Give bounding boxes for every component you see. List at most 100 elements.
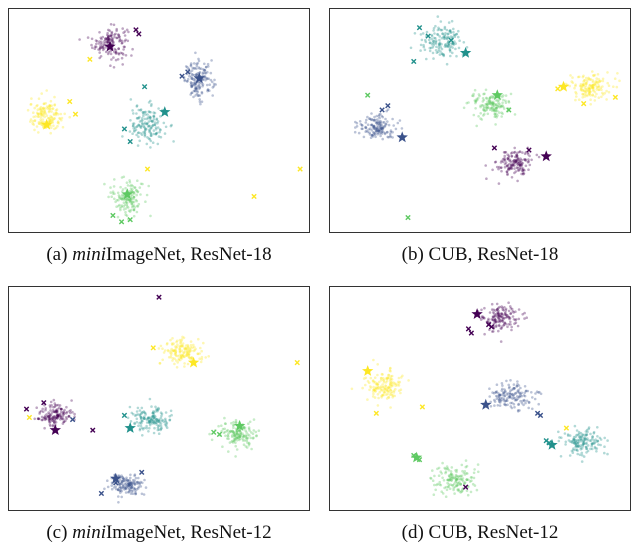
query-point	[421, 39, 424, 42]
query-point	[71, 411, 74, 414]
query-point	[110, 32, 113, 35]
query-point	[202, 83, 205, 86]
query-point	[159, 115, 162, 118]
query-point	[148, 101, 151, 104]
query-point	[152, 115, 155, 118]
query-point	[480, 309, 483, 312]
query-point	[477, 471, 480, 474]
query-point	[110, 23, 113, 26]
query-point	[176, 346, 179, 349]
query-point	[141, 482, 144, 485]
support-point	[374, 411, 378, 415]
query-point	[124, 211, 127, 214]
query-point	[603, 452, 606, 455]
query-point	[169, 339, 172, 342]
query-point	[223, 432, 226, 435]
prototype-star	[362, 365, 373, 376]
query-cluster-c2	[127, 398, 173, 437]
support-point	[564, 426, 568, 430]
query-point	[602, 93, 605, 96]
query-point	[510, 307, 513, 310]
query-point	[201, 92, 204, 95]
query-point	[236, 448, 239, 451]
query-point	[376, 126, 379, 129]
query-point	[462, 480, 465, 483]
query-point	[512, 310, 515, 313]
prototype-star	[397, 131, 408, 142]
query-point	[129, 474, 132, 477]
query-point	[457, 30, 460, 33]
query-point	[157, 107, 160, 110]
query-point	[375, 115, 378, 118]
query-point	[489, 311, 492, 314]
query-point	[575, 434, 578, 437]
query-point	[32, 111, 35, 114]
query-point	[133, 196, 136, 199]
query-point	[105, 41, 108, 44]
query-point	[243, 434, 246, 437]
query-point	[51, 116, 54, 119]
query-point	[510, 326, 513, 329]
query-point	[588, 92, 591, 95]
query-point	[520, 167, 523, 170]
query-point	[153, 421, 156, 424]
query-point	[217, 425, 220, 428]
query-point	[137, 407, 140, 410]
caption-b-letter: (b)	[402, 244, 424, 265]
query-point	[521, 151, 524, 154]
query-point	[69, 409, 72, 412]
query-point	[489, 401, 492, 404]
query-point	[157, 420, 160, 423]
query-point	[572, 81, 575, 84]
query-point	[374, 136, 377, 139]
query-point	[110, 35, 113, 38]
query-point	[115, 485, 118, 488]
query-point	[490, 405, 493, 408]
query-point	[516, 391, 519, 394]
query-point	[407, 379, 410, 382]
query-point	[124, 39, 127, 42]
query-cluster-c4	[158, 336, 210, 369]
query-point	[246, 438, 249, 441]
query-point	[127, 184, 130, 187]
query-point	[575, 95, 578, 98]
query-point	[129, 185, 132, 188]
query-point	[59, 404, 62, 407]
query-point	[595, 450, 598, 453]
query-point	[160, 425, 163, 428]
query-point	[501, 382, 504, 385]
query-point	[467, 494, 470, 497]
query-point	[443, 479, 446, 482]
query-point	[606, 439, 609, 442]
query-point	[206, 84, 209, 87]
query-point	[453, 492, 456, 495]
query-point	[488, 387, 491, 390]
query-point	[160, 428, 163, 431]
query-point	[515, 399, 518, 402]
query-point	[52, 424, 55, 427]
query-point	[508, 395, 511, 398]
support-point	[119, 220, 123, 224]
query-point	[596, 426, 599, 429]
query-point	[537, 391, 540, 394]
query-point	[200, 350, 203, 353]
query-point	[505, 308, 508, 311]
query-point	[138, 483, 141, 486]
query-point	[410, 47, 413, 50]
query-point	[457, 36, 460, 39]
support-point	[140, 470, 144, 474]
caption-c: (c) miniImageNet, ResNet-12	[8, 522, 310, 544]
query-point	[426, 31, 429, 34]
query-point	[168, 419, 171, 422]
query-point	[48, 415, 51, 418]
query-point	[450, 42, 453, 45]
query-point	[473, 477, 476, 480]
query-point	[371, 134, 374, 137]
query-point	[389, 367, 392, 370]
query-point	[521, 162, 524, 165]
query-cluster-c4	[351, 359, 410, 409]
query-point	[142, 417, 145, 420]
query-point	[582, 80, 585, 83]
query-point	[372, 393, 375, 396]
query-point	[96, 40, 99, 43]
